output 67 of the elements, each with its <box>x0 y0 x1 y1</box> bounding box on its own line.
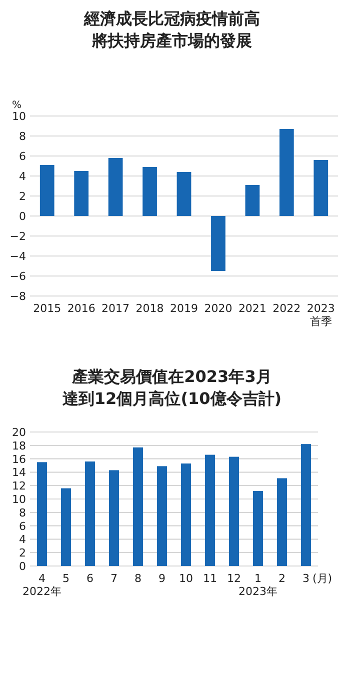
y-tick-label: 10 <box>12 493 26 506</box>
chart-title: 經濟成長比冠病疫情前高將扶持房產市場的發展 <box>83 9 260 50</box>
y-tick-label: −6 <box>10 270 26 283</box>
y-tick-label: 14 <box>12 466 26 480</box>
y-tick-label: 6 <box>19 520 26 533</box>
y-tick-label: 6 <box>19 150 26 163</box>
bar <box>204 454 216 566</box>
bar <box>228 456 240 566</box>
bar <box>180 463 192 566</box>
x-tick-label: 2019 <box>170 302 198 315</box>
y-tick-label: 4 <box>19 533 26 546</box>
bar <box>176 172 192 216</box>
y-axis-title: % <box>12 100 22 111</box>
x-tick-label: 3 <box>302 572 310 585</box>
bar <box>279 129 294 216</box>
x-tick-label: 2 <box>278 572 286 585</box>
x-tick-label: 4 2022年 <box>22 572 62 598</box>
x-axis-title: (月) <box>312 572 332 585</box>
x-tick-label: 11 <box>203 572 217 585</box>
x-tick-label: 2015 <box>33 302 62 315</box>
bar <box>156 466 168 566</box>
x-tick-label: 1 2023年 <box>238 572 278 598</box>
bar <box>132 447 144 566</box>
bar <box>276 478 288 566</box>
bar <box>40 165 54 216</box>
y-tick-label: 10 <box>12 110 26 123</box>
bar <box>211 216 226 271</box>
x-tick-label: 2016 <box>67 302 96 315</box>
y-tick-label: 0 <box>19 210 26 223</box>
y-tick-label: −8 <box>10 290 26 303</box>
bar <box>84 461 96 566</box>
bar <box>252 490 264 566</box>
x-tick-label: 2022 <box>272 302 301 315</box>
y-tick-label: 8 <box>19 506 26 520</box>
x-tick-label: 12 <box>227 572 241 585</box>
x-tick-label: 5 <box>62 572 70 585</box>
y-tick-label: 2 <box>19 546 26 560</box>
bar <box>108 470 120 566</box>
bar <box>60 488 72 566</box>
y-tick-label: 0 <box>19 560 26 573</box>
y-tick-label: 16 <box>12 452 26 466</box>
y-tick-label: 18 <box>12 439 26 452</box>
bar <box>108 158 123 216</box>
y-tick-label: 8 <box>19 130 26 143</box>
y-tick-label: −2 <box>10 230 26 243</box>
y-tick-label: 4 <box>19 170 26 183</box>
x-tick-label: 10 <box>179 572 193 585</box>
y-tick-label: 12 <box>12 480 26 493</box>
bar <box>36 462 48 566</box>
bar <box>300 444 312 566</box>
chart-title: 產業交易價值在2023年3月達到12個月高位(10億令吉計) <box>62 367 282 408</box>
x-tick-label: 2018 <box>136 302 164 315</box>
x-tick-label: 8 <box>134 572 142 585</box>
x-tick-label: 9 <box>158 572 166 585</box>
bar <box>245 185 260 216</box>
x-tick-label: 2017 <box>102 302 130 315</box>
x-tick-label: 2021 <box>238 302 266 315</box>
x-tick-label: 6 <box>86 572 94 585</box>
y-tick-label: 2 <box>19 190 26 203</box>
y-tick-label: 20 <box>12 426 26 439</box>
bar <box>142 167 157 216</box>
x-tick-label: 2023 首季 <box>306 302 335 328</box>
x-tick-label: 2020 <box>204 302 232 315</box>
x-tick-label: 7 <box>110 572 118 585</box>
bar <box>314 160 328 216</box>
bar <box>74 171 89 216</box>
y-tick-label: −4 <box>10 250 26 263</box>
